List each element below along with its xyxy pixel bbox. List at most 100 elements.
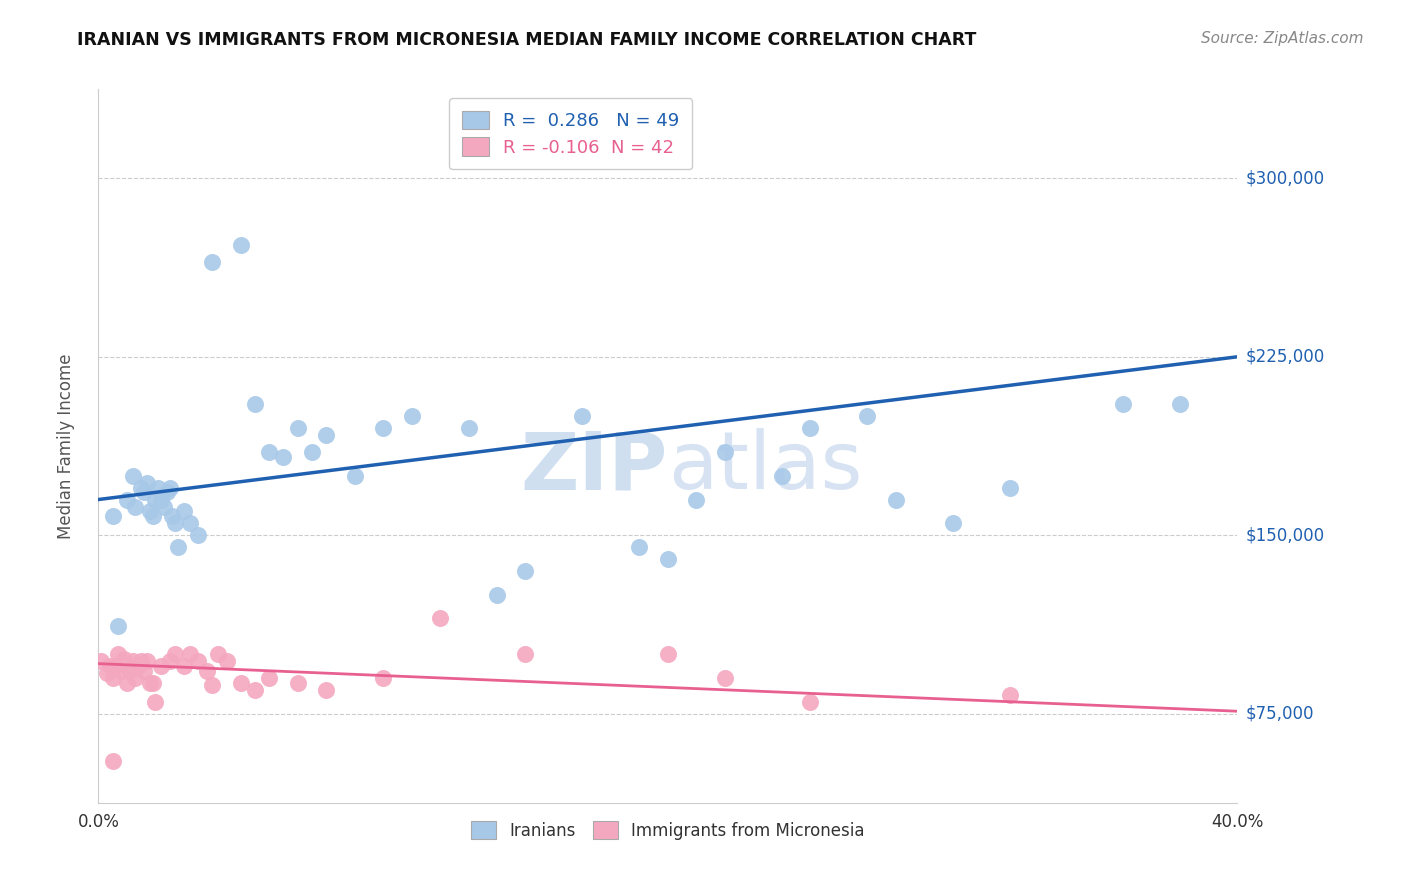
Point (101, 671, 124, 685)
Y-axis label: Median Family Income: Median Family Income (56, 353, 75, 539)
Point (159, 481, 181, 495)
Point (145, 695, 167, 709)
Point (259, 445, 281, 459)
Point (107, 647, 129, 661)
Point (942, 516, 965, 531)
Point (159, 654, 181, 668)
Point (162, 509, 184, 524)
Point (179, 516, 201, 531)
Text: $300,000: $300,000 (1246, 169, 1324, 187)
Point (153, 500, 176, 514)
Point (714, 671, 737, 685)
Point (150, 492, 173, 507)
Point (799, 695, 821, 709)
Point (104, 659, 127, 673)
Text: $225,000: $225,000 (1246, 348, 1324, 366)
Point (121, 654, 143, 668)
Point (229, 238, 252, 252)
Point (195, 664, 218, 678)
Point (770, 468, 793, 483)
Point (145, 492, 167, 507)
Point (96, 666, 118, 681)
Point (98, 659, 121, 673)
Point (150, 659, 173, 673)
Point (121, 468, 143, 483)
Point (165, 516, 187, 531)
Point (135, 475, 157, 490)
Point (135, 654, 157, 668)
Point (301, 445, 323, 459)
Point (101, 754, 124, 768)
Point (1112, 397, 1135, 411)
Point (101, 509, 124, 524)
Point (110, 664, 132, 678)
Legend: Iranians, Immigrants from Micronesia: Iranians, Immigrants from Micronesia (463, 814, 873, 848)
Point (685, 492, 707, 507)
Point (515, 647, 537, 661)
Point (1170, 397, 1192, 411)
Point (287, 421, 309, 435)
Point (156, 485, 179, 500)
Point (127, 659, 149, 673)
Point (124, 500, 146, 514)
Point (243, 682, 266, 697)
Point (187, 528, 209, 542)
Point (401, 409, 423, 424)
Point (173, 504, 195, 518)
Point (141, 675, 163, 690)
Point (132, 485, 155, 500)
Point (138, 675, 160, 690)
Point (118, 664, 141, 678)
Point (714, 445, 737, 459)
Point (571, 409, 593, 424)
Point (115, 675, 138, 690)
Point (373, 671, 395, 685)
Point (343, 468, 366, 483)
Point (207, 647, 229, 661)
Point (167, 540, 190, 554)
Text: $150,000: $150,000 (1246, 526, 1324, 544)
Text: Source: ZipAtlas.com: Source: ZipAtlas.com (1201, 31, 1364, 46)
Point (457, 421, 479, 435)
Point (628, 540, 651, 554)
Point (124, 671, 146, 685)
Point (856, 409, 879, 424)
Point (141, 509, 163, 524)
Point (799, 421, 821, 435)
Point (129, 481, 152, 495)
Point (243, 397, 266, 411)
Point (429, 611, 451, 625)
Point (165, 647, 187, 661)
Point (998, 481, 1021, 495)
Point (187, 654, 209, 668)
Point (179, 647, 201, 661)
Point (315, 682, 337, 697)
Text: ZIP: ZIP (520, 428, 668, 507)
Point (657, 647, 679, 661)
Point (129, 654, 152, 668)
Point (259, 671, 281, 685)
Point (273, 450, 295, 464)
Point (515, 564, 537, 578)
Point (657, 552, 679, 566)
Point (107, 618, 129, 632)
Point (132, 664, 155, 678)
Point (112, 652, 135, 666)
Point (115, 492, 138, 507)
Point (138, 504, 160, 518)
Point (287, 675, 309, 690)
Text: IRANIAN VS IMMIGRANTS FROM MICRONESIA MEDIAN FAMILY INCOME CORRELATION CHART: IRANIAN VS IMMIGRANTS FROM MICRONESIA ME… (77, 31, 977, 49)
Text: atlas: atlas (668, 428, 862, 507)
Point (486, 588, 509, 602)
Point (90, 654, 112, 668)
Point (315, 428, 337, 442)
Point (201, 254, 224, 268)
Point (229, 675, 252, 690)
Point (148, 481, 170, 495)
Point (215, 654, 238, 668)
Point (998, 688, 1021, 702)
Point (201, 678, 224, 692)
Point (173, 659, 195, 673)
Point (884, 492, 907, 507)
Point (373, 421, 395, 435)
